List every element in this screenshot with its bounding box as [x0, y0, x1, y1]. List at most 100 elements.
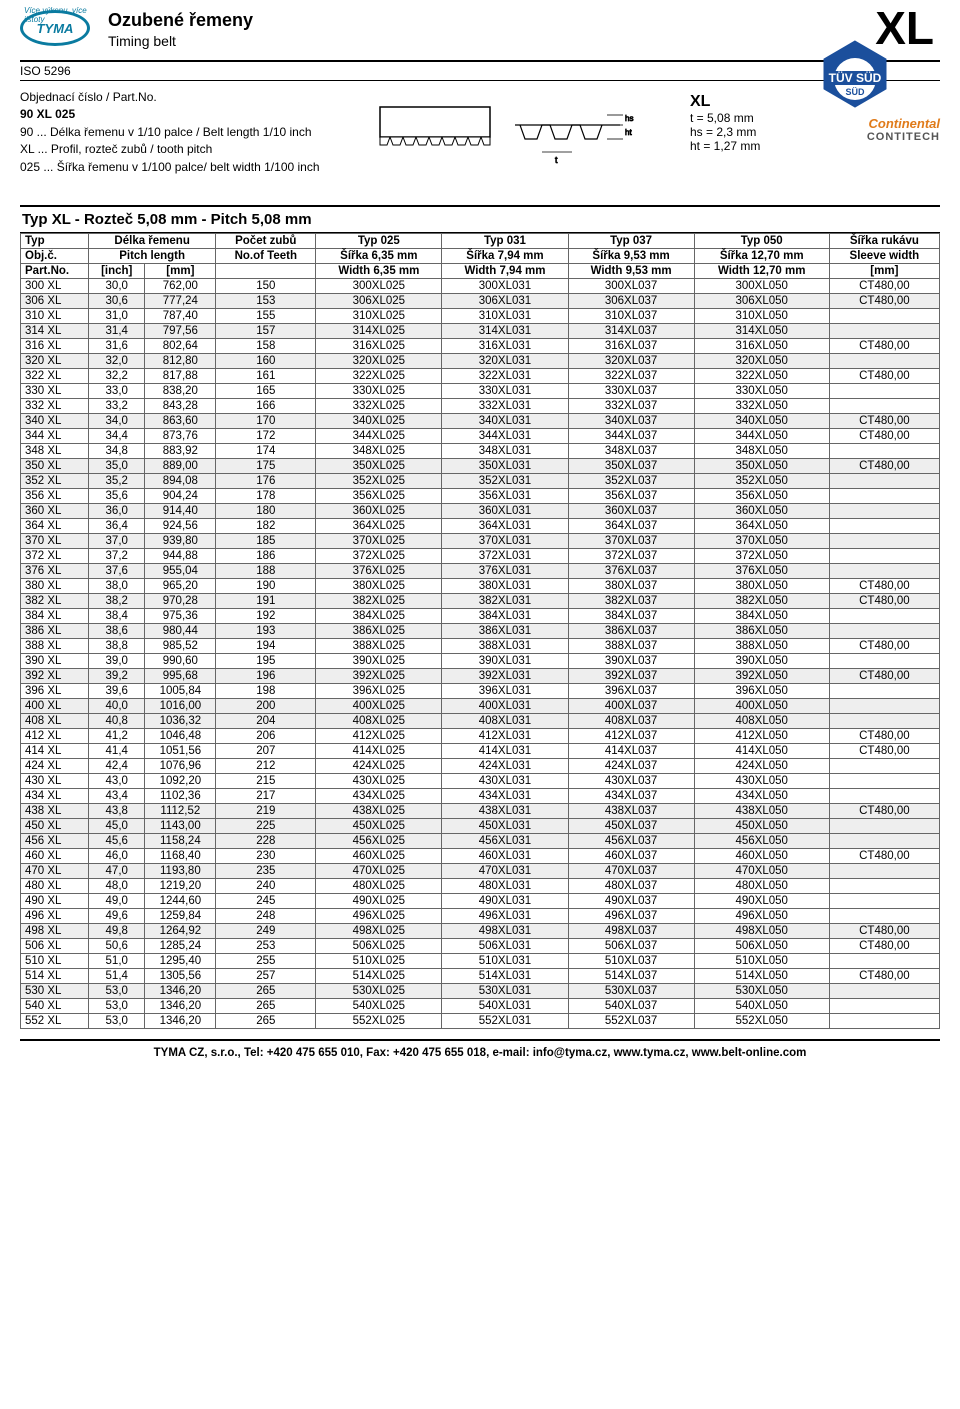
table-row: 414 XL41,41051,56207414XL025414XL031414X… [21, 744, 940, 759]
table-cell: 390XL025 [316, 654, 442, 669]
order-info: Objednací číslo / Part.No. 90 XL 025 90 … [20, 89, 320, 176]
table-cell: 340XL037 [568, 414, 694, 429]
table-cell: 215 [216, 774, 316, 789]
svg-text:ht: ht [625, 128, 632, 137]
table-cell: 372XL025 [316, 549, 442, 564]
table-cell: 314XL031 [442, 324, 568, 339]
table-cell: 456XL031 [442, 834, 568, 849]
table-cell: 330XL037 [568, 384, 694, 399]
table-cell: CT480,00 [829, 969, 939, 984]
table-cell: 1158,24 [145, 834, 216, 849]
params-block: XL t = 5,08 mm hs = 2,3 mm ht = 1,27 mm [690, 89, 820, 153]
table-cell: 430 XL [21, 774, 89, 789]
table-header-cell [216, 264, 316, 279]
table-cell [829, 489, 939, 504]
table-header-cell: Obj.č. [21, 249, 89, 264]
order-example: 90 XL 025 [20, 106, 320, 123]
table-cell [829, 624, 939, 639]
table-cell: 384 XL [21, 609, 89, 624]
table-cell: 924,56 [145, 519, 216, 534]
table-row: 322 XL32,2817,88161322XL025322XL031322XL… [21, 369, 940, 384]
param-ht: ht = 1,27 mm [690, 139, 820, 153]
table-cell: 384XL037 [568, 609, 694, 624]
table-cell: 50,6 [89, 939, 145, 954]
table-cell: 1143,00 [145, 819, 216, 834]
table-cell: 157 [216, 324, 316, 339]
table-cell: 37,0 [89, 534, 145, 549]
table-cell [829, 774, 939, 789]
table-row: 392 XL39,2995,68196392XL025392XL031392XL… [21, 669, 940, 684]
table-cell [829, 609, 939, 624]
table-header-cell: Počet zubů [216, 234, 316, 249]
table-cell: 414XL031 [442, 744, 568, 759]
table-row: 316 XL31,6802,64158316XL025316XL031316XL… [21, 339, 940, 354]
table-cell: 204 [216, 714, 316, 729]
table-cell: 1219,20 [145, 879, 216, 894]
table-cell: 172 [216, 429, 316, 444]
table-cell: 49,8 [89, 924, 145, 939]
table-cell: 843,28 [145, 399, 216, 414]
table-cell [829, 954, 939, 969]
table-cell: 540XL037 [568, 999, 694, 1014]
table-cell: 36,4 [89, 519, 145, 534]
table-cell: 352XL025 [316, 474, 442, 489]
table-cell: 322XL031 [442, 369, 568, 384]
table-row: 344 XL34,4873,76172344XL025344XL031344XL… [21, 429, 940, 444]
table-cell: 400 XL [21, 699, 89, 714]
table-cell: 470XL025 [316, 864, 442, 879]
svg-text:hs: hs [625, 114, 633, 123]
table-cell: 490XL025 [316, 894, 442, 909]
table-header-cell: Pitch length [89, 249, 216, 264]
table-cell: 300XL031 [442, 279, 568, 294]
table-cell: 340 XL [21, 414, 89, 429]
table-cell: 188 [216, 564, 316, 579]
table-cell: 182 [216, 519, 316, 534]
table-row: 372 XL37,2944,88186372XL025372XL031372XL… [21, 549, 940, 564]
table-header-cell: Typ 037 [568, 234, 694, 249]
table-cell: CT480,00 [829, 594, 939, 609]
table-cell: 32,2 [89, 369, 145, 384]
contitech-logo: Continental CONTITECH [820, 116, 940, 143]
table-cell: 316 XL [21, 339, 89, 354]
table-cell: 380XL025 [316, 579, 442, 594]
table-row: 370 XL37,0939,80185370XL025370XL031370XL… [21, 534, 940, 549]
table-cell: 217 [216, 789, 316, 804]
table-header-cell: Šířka rukávu [829, 234, 939, 249]
table-cell: 30,6 [89, 294, 145, 309]
table-cell: 360XL037 [568, 504, 694, 519]
table-cell: 265 [216, 1014, 316, 1029]
table-cell: 430XL037 [568, 774, 694, 789]
table-cell: 180 [216, 504, 316, 519]
brand-logo: Více výkonu, více jistoty TYMA [20, 10, 98, 58]
table-cell: 195 [216, 654, 316, 669]
table-cell: 388XL050 [694, 639, 829, 654]
table-cell: 300XL037 [568, 279, 694, 294]
table-cell: 414XL050 [694, 744, 829, 759]
table-cell: 510XL037 [568, 954, 694, 969]
table-cell: 514XL031 [442, 969, 568, 984]
table-cell: 450XL050 [694, 819, 829, 834]
table-cell: 31,0 [89, 309, 145, 324]
table-row: 552 XL53,01346,20265552XL025552XL031552X… [21, 1014, 940, 1029]
table-cell: 392XL025 [316, 669, 442, 684]
table-cell: 348 XL [21, 444, 89, 459]
table-cell: 348XL037 [568, 444, 694, 459]
table-cell: 45,6 [89, 834, 145, 849]
table-cell: 939,80 [145, 534, 216, 549]
table-row: 330 XL33,0838,20165330XL025330XL031330XL… [21, 384, 940, 399]
table-cell: 408XL025 [316, 714, 442, 729]
table-cell: 314XL025 [316, 324, 442, 339]
table-cell: 314XL037 [568, 324, 694, 339]
table-cell: 456 XL [21, 834, 89, 849]
table-cell: 408XL031 [442, 714, 568, 729]
table-cell: 322XL037 [568, 369, 694, 384]
table-cell: 797,56 [145, 324, 216, 339]
table-cell: 392XL050 [694, 669, 829, 684]
table-cell: 450 XL [21, 819, 89, 834]
table-cell: 332XL050 [694, 399, 829, 414]
table-cell [829, 534, 939, 549]
table-cell: 812,80 [145, 354, 216, 369]
table-cell: CT480,00 [829, 429, 939, 444]
table-cell: 480XL050 [694, 879, 829, 894]
table-cell: 176 [216, 474, 316, 489]
